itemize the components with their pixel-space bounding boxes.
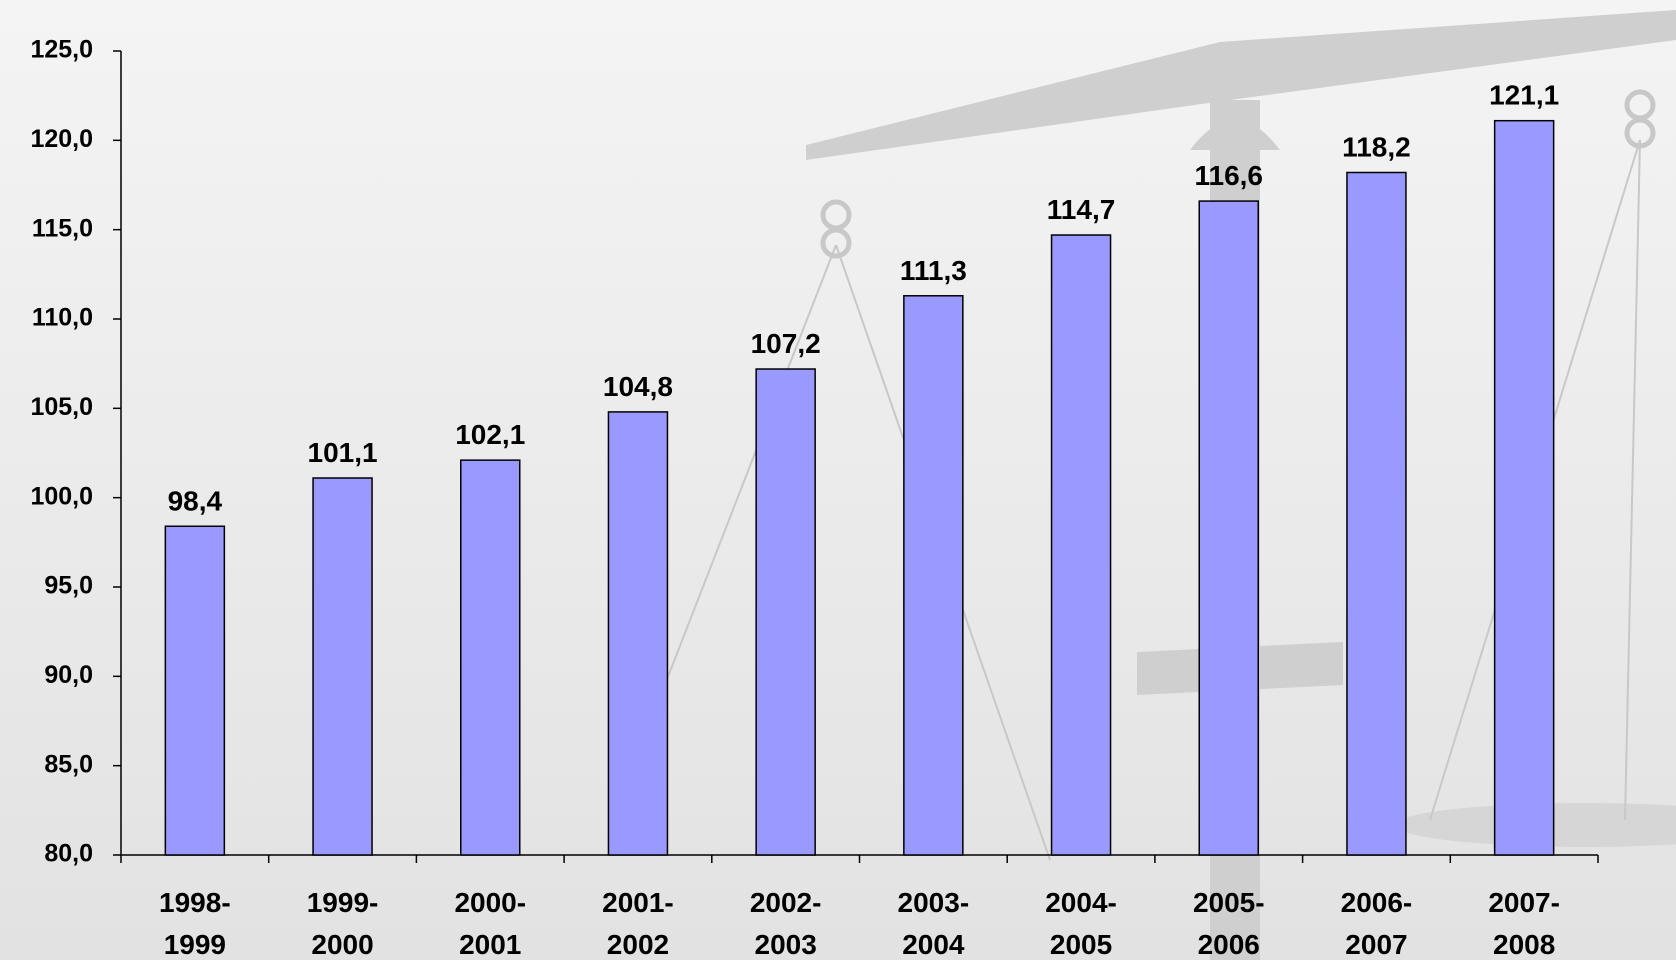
value-label: 101,1 (308, 437, 378, 468)
y-tick-label: 105,0 (30, 393, 93, 421)
plot-area: 80,0 85,0 90,0 95,0 100,0 105,0 110,0 115,0 120,… (30, 36, 1599, 960)
x-tick-label-line: 2000 (311, 929, 373, 960)
x-tick-label: 2003- 2004 (898, 887, 970, 960)
x-tick-label-line: 1998- (159, 887, 231, 918)
x-tick-label: 1999- 2000 (307, 887, 379, 960)
y-tick-label: 110,0 (32, 304, 93, 332)
y-tick-label: 115,0 (32, 214, 93, 242)
value-label: 102,1 (455, 419, 525, 450)
y-tick-label: 90,0 (44, 661, 93, 689)
bar (607, 411, 669, 856)
x-tick-label: 2006- 2007 (1341, 887, 1413, 960)
x-tick-label: 1998- 1999 (159, 887, 231, 960)
bar (164, 525, 226, 856)
y-tick-label: 100,0 (30, 482, 93, 510)
x-tick-label-line: 2001 (459, 929, 521, 960)
x-tick-label-line: 2008 (1493, 929, 1555, 960)
bar (755, 368, 816, 856)
y-tick-label: 85,0 (44, 750, 93, 778)
bar (460, 459, 521, 856)
bar (312, 477, 373, 856)
y-tick-label: 95,0 (44, 572, 93, 600)
x-tick-label-line: 2000- (454, 887, 526, 918)
x-tick-label-line: 2005 (1050, 929, 1112, 960)
bar (1493, 119, 1555, 856)
bar (903, 295, 964, 856)
x-tick-label: 2005- 2006 (1193, 887, 1265, 960)
x-tick-label: 2007- 2008 (1488, 887, 1560, 960)
x-tick-label-line: 1999 (164, 929, 226, 960)
y-tick-label: 120,0 (30, 125, 93, 153)
x-tick-label-line: 2004- (1045, 887, 1117, 918)
x-tick-label: 2004- 2005 (1045, 887, 1117, 960)
x-tick-label: 2002- 2003 (750, 887, 822, 960)
x-tick-label-line: 2006- (1341, 887, 1413, 918)
bar (1198, 200, 1259, 856)
x-tick-label-line: 2003 (755, 929, 817, 960)
x-tick-label-line: 2004 (902, 929, 965, 960)
value-label: 107,2 (751, 328, 821, 359)
x-tick-label: 2000- 2001 (454, 887, 526, 960)
x-tick-label-line: 2002- (750, 887, 822, 918)
value-label: 104,8 (603, 371, 673, 402)
value-label: 114,7 (1047, 194, 1116, 225)
bar (1050, 234, 1112, 856)
x-tick-label-line: 2006 (1198, 929, 1260, 960)
x-tick-label-line: 2005- (1193, 887, 1265, 918)
y-tick-label: 125,0 (30, 36, 93, 64)
value-label: 98,4 (168, 485, 223, 516)
bar (1346, 171, 1407, 856)
y-tick-label: 80,0 (44, 840, 93, 868)
x-tick-label-line: 2007- (1488, 887, 1560, 918)
value-label: 111,3 (900, 255, 967, 286)
x-tick-label-line: 2003- (898, 887, 970, 918)
value-label: 116,6 (1194, 160, 1263, 191)
x-tick-label-line: 2002 (607, 929, 669, 960)
x-tick-label: 2001- 2002 (602, 887, 674, 960)
x-tick-label-line: 1999- (307, 887, 379, 918)
value-label: 121,1 (1489, 80, 1559, 111)
x-tick-label-line: 2007 (1345, 929, 1407, 960)
value-label: 118,2 (1342, 131, 1411, 162)
x-tick-label-line: 2001- (602, 887, 674, 918)
